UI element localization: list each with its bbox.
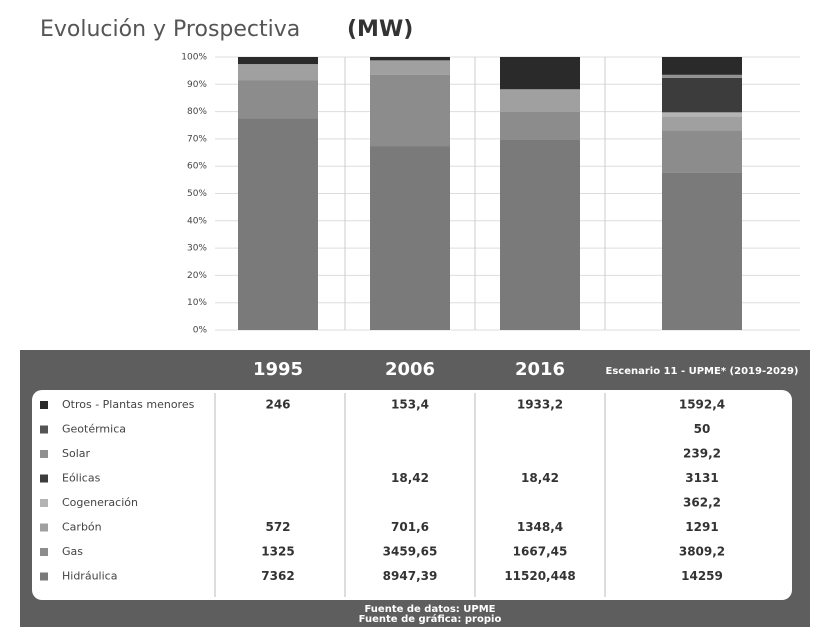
legend-swatch bbox=[40, 548, 48, 556]
bar-segment bbox=[500, 57, 580, 90]
row-label: Cogeneración bbox=[62, 496, 138, 509]
bar-segment bbox=[662, 57, 742, 75]
table-header: 1995 bbox=[253, 359, 303, 380]
chart-unit: (MW) bbox=[347, 17, 413, 42]
row-label: Gas bbox=[62, 545, 83, 558]
y-tick-label: 100% bbox=[181, 53, 207, 63]
bar-segment bbox=[500, 139, 580, 330]
bar-segment bbox=[662, 172, 742, 330]
y-tick-label: 70% bbox=[187, 134, 207, 144]
table-cell: 1291 bbox=[685, 520, 718, 534]
y-tick-label: 20% bbox=[187, 271, 207, 281]
row-label: Carbón bbox=[62, 521, 102, 534]
table-cell: 7362 bbox=[261, 569, 294, 583]
table-cell: 11520,448 bbox=[504, 569, 575, 583]
legend-swatch bbox=[40, 499, 48, 507]
table-cell: 14259 bbox=[681, 569, 723, 583]
y-tick-label: 80% bbox=[187, 107, 207, 117]
legend-swatch bbox=[40, 425, 48, 434]
table-cell: 1348,4 bbox=[517, 520, 563, 534]
row-label: Eólicas bbox=[62, 472, 101, 485]
legend-swatch bbox=[40, 572, 48, 581]
bar-segment bbox=[662, 74, 742, 76]
table-cell: 3459,65 bbox=[383, 545, 438, 559]
table-cell: 153,4 bbox=[391, 398, 429, 412]
table-cell: 1592,4 bbox=[679, 398, 725, 412]
row-label: Hidráulica bbox=[62, 570, 117, 583]
y-tick-label: 90% bbox=[187, 80, 207, 90]
table-header: 2006 bbox=[385, 359, 435, 380]
y-tick-label: 0% bbox=[193, 326, 208, 336]
bar-segment bbox=[370, 57, 450, 61]
y-tick-label: 50% bbox=[187, 189, 207, 199]
footer-note: Fuente de gráfica: propio bbox=[359, 613, 502, 625]
bar-segment bbox=[370, 60, 450, 75]
table-body bbox=[32, 390, 792, 600]
legend-swatch bbox=[40, 474, 48, 483]
row-label: Geotérmica bbox=[62, 423, 126, 436]
legend-swatch bbox=[40, 450, 48, 458]
chart-title: Evolución y Prospectiva bbox=[40, 17, 300, 42]
table-cell: 18,42 bbox=[521, 471, 559, 485]
table-cell: 701,6 bbox=[391, 520, 429, 534]
y-tick-label: 30% bbox=[187, 244, 207, 254]
table-header: 2016 bbox=[515, 359, 565, 380]
table-cell: 3809,2 bbox=[679, 545, 725, 559]
table-cell: 246 bbox=[265, 398, 290, 412]
table-cell: 50 bbox=[694, 422, 711, 436]
bar-segment bbox=[662, 112, 742, 117]
table-cell: 1933,2 bbox=[517, 398, 563, 412]
row-label: Otros - Plantas menores bbox=[62, 398, 195, 411]
legend-swatch bbox=[40, 401, 48, 409]
y-tick-label: 40% bbox=[187, 216, 207, 226]
bar-segment bbox=[238, 118, 318, 330]
bar-segment bbox=[370, 146, 450, 330]
footer-note: Fuente de datos: UPME bbox=[364, 604, 495, 615]
row-label: Solar bbox=[62, 447, 91, 460]
bar-segment bbox=[500, 89, 580, 112]
bar-segment bbox=[662, 75, 742, 78]
table-cell: 8947,39 bbox=[383, 569, 438, 583]
bar-segment bbox=[662, 116, 742, 131]
bar-segment bbox=[662, 130, 742, 173]
table-header: Escenario 11 - UPME* (2019-2029) bbox=[606, 366, 799, 377]
bar-segment bbox=[662, 77, 742, 113]
bar-segment bbox=[238, 57, 318, 65]
y-tick-label: 10% bbox=[187, 298, 207, 308]
bar-segment bbox=[370, 74, 450, 147]
bar-segment bbox=[238, 64, 318, 81]
table-cell: 1667,45 bbox=[513, 545, 568, 559]
bar-segment bbox=[238, 80, 318, 119]
bar-segment bbox=[500, 111, 580, 140]
table-cell: 572 bbox=[265, 520, 290, 534]
table-cell: 3131 bbox=[685, 471, 718, 485]
table-cell: 239,2 bbox=[683, 447, 721, 461]
legend-swatch bbox=[40, 523, 48, 532]
table-cell: 362,2 bbox=[683, 496, 721, 510]
table-cell: 18,42 bbox=[391, 471, 429, 485]
table-cell: 1325 bbox=[261, 545, 294, 559]
y-tick-label: 60% bbox=[187, 162, 207, 172]
